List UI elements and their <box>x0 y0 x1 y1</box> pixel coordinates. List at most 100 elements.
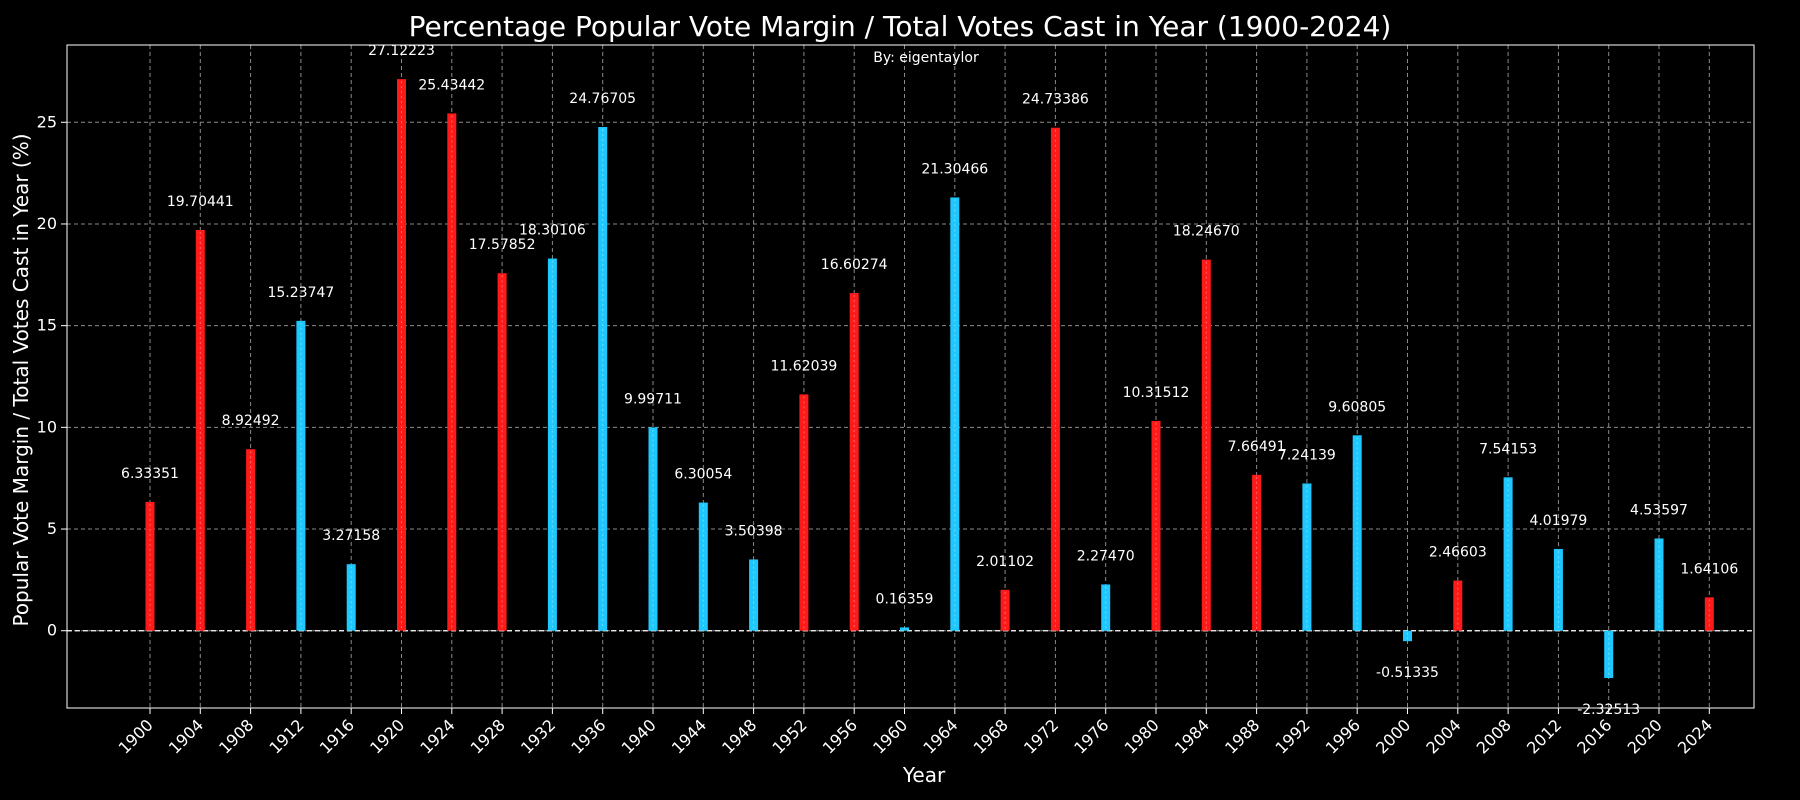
bar-1964 <box>950 197 960 631</box>
y-tick-label: 20 <box>37 214 57 233</box>
x-tick-label-2024: 2024 <box>1674 715 1716 757</box>
x-tick-label-1972: 1972 <box>1020 715 1062 757</box>
data-label-1976: 2.27470 <box>1077 548 1135 564</box>
bar-1972 <box>1050 127 1060 631</box>
x-tick-label-1964: 1964 <box>919 715 961 757</box>
grid-layer <box>67 45 1754 708</box>
x-tick-label-1948: 1948 <box>718 715 760 757</box>
x-tick-label-1976: 1976 <box>1070 715 1112 757</box>
x-tick-label-1908: 1908 <box>215 715 257 757</box>
data-label-1956: 16.60274 <box>821 257 888 273</box>
data-label-1916: 3.27158 <box>322 528 380 544</box>
bar-layer <box>145 79 1714 679</box>
bar-1952 <box>799 394 809 631</box>
x-axis-title: Year <box>902 763 946 787</box>
x-tick-label-1944: 1944 <box>668 715 710 757</box>
y-tick-label: 0 <box>47 621 57 640</box>
data-label-1928: 17.57852 <box>469 237 536 253</box>
x-tick-label-1912: 1912 <box>266 715 308 757</box>
bar-1928 <box>497 273 507 631</box>
chart-title: Percentage Popular Vote Margin / Total V… <box>409 10 1392 43</box>
bar-1908 <box>246 449 256 631</box>
x-tick-label-1940: 1940 <box>618 715 660 757</box>
x-tick-label-2012: 2012 <box>1523 715 1565 757</box>
data-label-2008: 7.54153 <box>1479 441 1537 457</box>
bar-2024 <box>1704 597 1714 631</box>
data-label-1948: 3.50398 <box>725 523 783 539</box>
x-tick-label-1960: 1960 <box>869 715 911 757</box>
data-label-1904: 19.70441 <box>167 194 234 210</box>
data-label-1940: 9.99711 <box>624 391 682 407</box>
data-label-1952: 11.62039 <box>770 358 837 374</box>
data-label-1908: 8.92492 <box>222 413 280 429</box>
bar-1968 <box>1000 589 1010 631</box>
data-label-1944: 6.30054 <box>674 467 732 483</box>
bar-1940 <box>648 427 658 631</box>
bar-1992 <box>1302 483 1312 631</box>
label-layer: 6.33351 19.70441 8.92492 15.23747 3.27158 27.… <box>121 43 1738 718</box>
x-tick-label-2020: 2020 <box>1624 715 1666 757</box>
y-tick-label: 15 <box>37 316 57 335</box>
x-axis-ticks: 1900 1904 1908 1912 1916 1920 1924 1928 1932 1936… <box>115 708 1716 758</box>
data-label-1968: 2.01102 <box>976 554 1034 570</box>
y-axis-ticks: 0 5 10 15 20 25 <box>37 112 67 640</box>
bar-1984 <box>1201 259 1211 631</box>
data-label-1900: 6.33351 <box>121 466 179 482</box>
x-tick-label-1988: 1988 <box>1221 715 1263 757</box>
x-tick-label-1956: 1956 <box>819 715 861 757</box>
bar-1948 <box>749 559 759 631</box>
bar-1996 <box>1352 435 1362 631</box>
x-tick-label-1996: 1996 <box>1322 715 1364 757</box>
data-label-1920: 27.12223 <box>368 43 435 59</box>
data-label-2004: 2.46603 <box>1429 545 1487 561</box>
bar-2020 <box>1654 538 1664 631</box>
x-tick-label-1968: 1968 <box>970 715 1012 757</box>
data-label-1996: 9.60805 <box>1328 399 1386 415</box>
bar-1912 <box>296 320 306 631</box>
bar-2000 <box>1403 630 1412 642</box>
bar-1976 <box>1101 584 1111 631</box>
x-tick-label-1980: 1980 <box>1121 715 1163 757</box>
bar-2016 <box>1604 630 1614 679</box>
bar-1924 <box>447 113 457 631</box>
bar-1944 <box>698 502 708 631</box>
x-tick-label-1984: 1984 <box>1171 715 1213 757</box>
data-label-1960: 0.16359 <box>876 591 934 607</box>
data-label-1936: 24.76705 <box>569 91 636 107</box>
data-label-1964: 21.30466 <box>921 161 988 177</box>
bar-1936 <box>598 127 608 631</box>
y-tick-label: 10 <box>37 417 57 436</box>
data-label-1924: 25.43442 <box>418 77 485 93</box>
x-tick-label-1928: 1928 <box>467 715 509 757</box>
data-label-2000: -0.51335 <box>1376 665 1439 681</box>
x-tick-label-1904: 1904 <box>165 715 207 757</box>
bar-1916 <box>346 564 356 631</box>
bar-1960 <box>900 627 909 631</box>
x-tick-label-1936: 1936 <box>567 715 609 757</box>
bar-2012 <box>1553 548 1563 631</box>
data-label-1988: 7.66491 <box>1228 439 1286 455</box>
x-tick-label-1992: 1992 <box>1272 715 1314 757</box>
data-label-2020: 4.53597 <box>1630 502 1688 518</box>
data-label-1932: 18.30106 <box>519 223 586 239</box>
y-tick-label: 5 <box>47 519 57 538</box>
x-tick-label-1932: 1932 <box>517 715 559 757</box>
y-axis-title: Popular Vote Margin / Total Votes Cast i… <box>9 133 33 626</box>
bar-1988 <box>1252 474 1262 631</box>
data-label-1980: 10.31512 <box>1123 385 1190 401</box>
bar-2008 <box>1503 477 1513 631</box>
x-tick-label-1900: 1900 <box>115 715 157 757</box>
bar-1904 <box>195 229 205 631</box>
chart-subtitle: By: eigentaylor <box>873 50 979 66</box>
x-tick-label-2016: 2016 <box>1573 715 1615 757</box>
x-tick-label-2000: 2000 <box>1372 715 1414 757</box>
x-tick-label-1924: 1924 <box>416 715 458 757</box>
data-label-1992: 7.24139 <box>1278 447 1336 463</box>
y-tick-label: 25 <box>37 112 57 131</box>
bar-2004 <box>1453 580 1463 631</box>
data-label-1972: 24.73386 <box>1022 92 1089 108</box>
bar-1956 <box>849 293 859 631</box>
x-tick-label-1920: 1920 <box>366 715 408 757</box>
